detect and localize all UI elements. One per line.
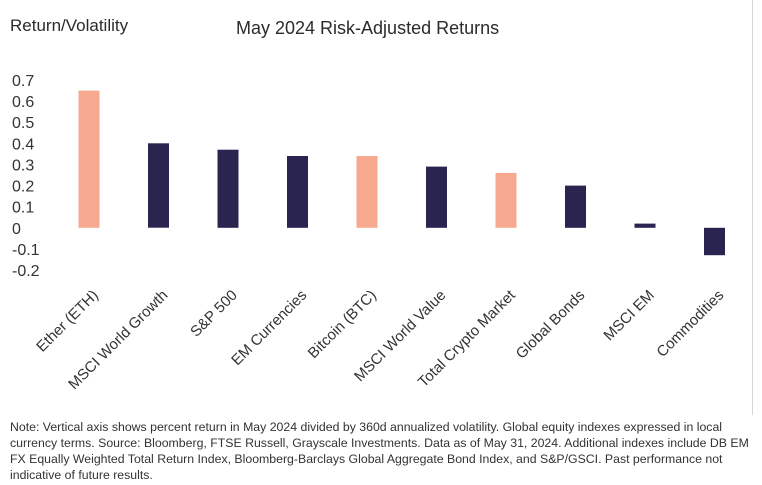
y-tick-label: -0.2	[12, 263, 40, 280]
x-tick-label: MSCI EM	[600, 287, 657, 344]
y-tick-label: 0.6	[12, 94, 34, 111]
frame-border	[752, 0, 753, 415]
y-tick-label: 0.1	[12, 200, 34, 217]
x-tick-label: Ether (ETH)	[33, 287, 102, 356]
bar	[78, 90, 100, 228]
bar	[287, 156, 308, 228]
bar	[356, 156, 378, 228]
y-tick-label: 0.7	[12, 73, 34, 90]
x-tick-label: S&P 500	[187, 287, 241, 341]
x-tick-label: Bitcoin (BTC)	[305, 287, 380, 362]
y-tick-label: -0.1	[12, 242, 40, 259]
chart-plot: 0.7 0.6 0.5 0.4 0.3 0.2 0.1 0 -0.1 -0.2 Ether (ETH…	[12, 73, 727, 393]
footnote: Note: Vertical axis shows percent return…	[10, 420, 749, 482]
y-tick-label: 0	[12, 221, 21, 238]
bar	[426, 166, 447, 228]
y-tick-label: 0.2	[12, 179, 34, 196]
x-tick-label: Global Bonds	[513, 287, 589, 363]
chart: Return/Volatility May 2024 Risk-Adjusted…	[10, 16, 727, 393]
x-tick-label: Commodities	[653, 287, 727, 361]
bar	[634, 223, 656, 228]
bar	[217, 149, 239, 228]
y-tick-label: 0.3	[12, 157, 34, 174]
y-tick-label: 0.5	[12, 115, 34, 132]
bar	[704, 227, 725, 256]
bar	[565, 185, 586, 228]
y-axis-title: Return/Volatility	[10, 16, 129, 35]
y-tick-label: 0.4	[12, 136, 34, 153]
chart-title: May 2024 Risk-Adjusted Returns	[236, 18, 500, 38]
bar	[148, 143, 169, 228]
bar	[495, 172, 517, 228]
